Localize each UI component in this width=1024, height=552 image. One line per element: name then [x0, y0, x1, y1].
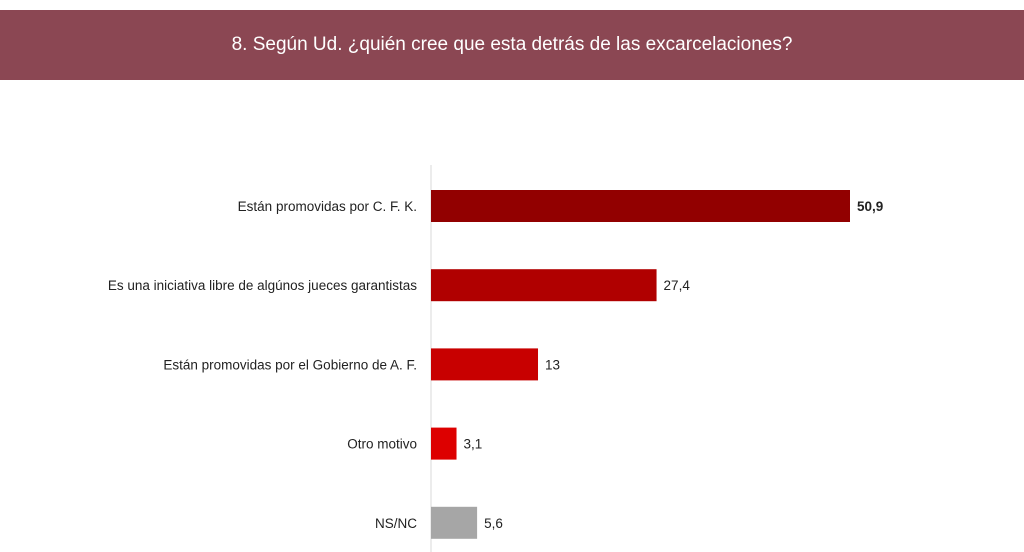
data-label: 3,1	[464, 437, 483, 452]
category-label: Otro motivo	[347, 437, 417, 452]
chart-title: 8. Según Ud. ¿quién cree que esta detrás…	[231, 34, 793, 55]
data-label: 13	[545, 357, 560, 372]
bar	[431, 506, 478, 539]
data-label: 50,9	[857, 199, 883, 214]
data-label: 5,6	[484, 516, 503, 531]
category-label: Están promovidas por C. F. K.	[238, 199, 417, 214]
category-label: NS/NC	[375, 516, 417, 531]
bar	[431, 269, 657, 302]
bar	[431, 190, 850, 222]
bar	[431, 348, 539, 381]
category-label: Están promovidas por el Gobierno de A. F…	[163, 357, 417, 372]
data-label: 27,4	[664, 278, 691, 293]
title-banner: 8. Según Ud. ¿quién cree que esta detrás…	[0, 10, 1024, 80]
category-label: Es una iniciativa libre de algúnos juece…	[108, 278, 417, 293]
bar	[431, 427, 457, 460]
